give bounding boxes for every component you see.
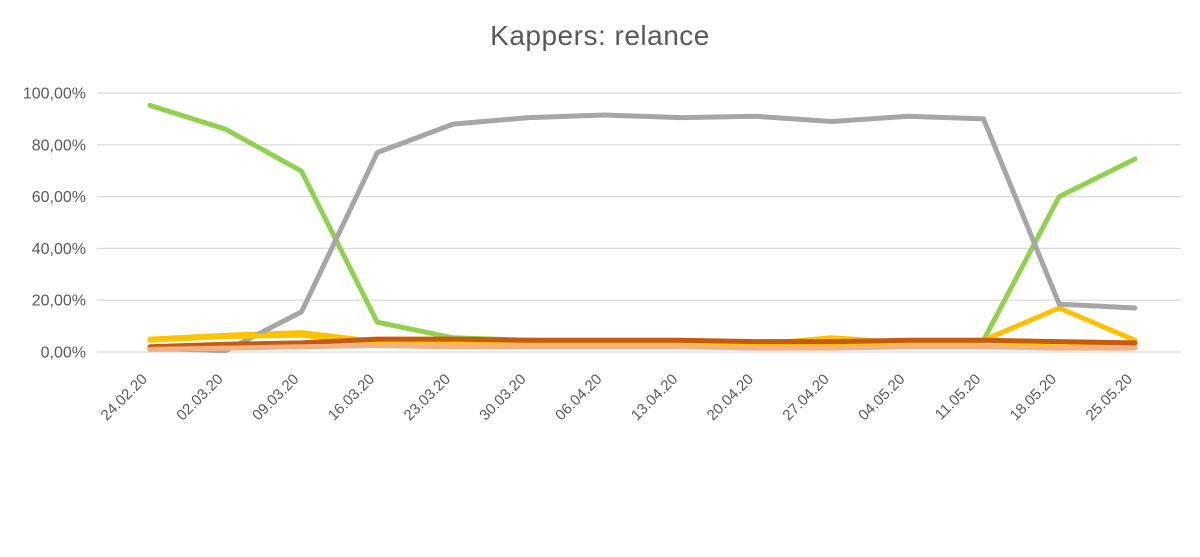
x-tick-label: 25.05.20 [1083, 371, 1136, 424]
y-tick-label: 20,00% [32, 293, 86, 310]
x-tick-label: 27.04.20 [779, 371, 832, 424]
x-tick-label: 06.04.20 [552, 371, 605, 424]
x-tick-label: 04.05.20 [855, 371, 908, 424]
y-tick-label: 60,00% [32, 189, 86, 206]
plot-area: 100,00% 80,00% 60,00% 40,00% 20,00% 0,00% 24.0… [23, 86, 1181, 424]
x-tick-label: 24.02.20 [98, 371, 151, 424]
x-tick-label: 18.05.20 [1007, 371, 1060, 424]
series-line-dagen-gewerkt [147, 102, 1138, 346]
series-line-tw-corona [147, 112, 1138, 354]
x-tick-label: 09.03.20 [249, 371, 302, 424]
y-tick-label: 0,00% [41, 345, 86, 362]
y-tick-label: 40,00% [32, 241, 86, 258]
x-tick-label: 02.03.20 [173, 371, 226, 424]
y-tick-label: 80,00% [32, 137, 86, 154]
chart-legend: Dagen gewerkt Vakantie TW Corona Ziekte … [0, 470, 1200, 557]
x-tick-label: 13.04.20 [628, 371, 681, 424]
series-line-tw [147, 343, 1138, 352]
x-tick-label: 11.05.20 [932, 371, 985, 424]
x-tick-label: 30.03.20 [476, 371, 529, 424]
y-tick-label: 100,00% [23, 86, 86, 103]
x-tick-label: 23.03.20 [401, 371, 454, 424]
x-tick-label: 16.03.20 [325, 371, 378, 424]
series-line-ziekte-gn-gwb-loon [147, 336, 1138, 350]
chart-title: Kappers: relance [490, 20, 710, 51]
x-tick-label: 20.04.20 [704, 371, 757, 424]
